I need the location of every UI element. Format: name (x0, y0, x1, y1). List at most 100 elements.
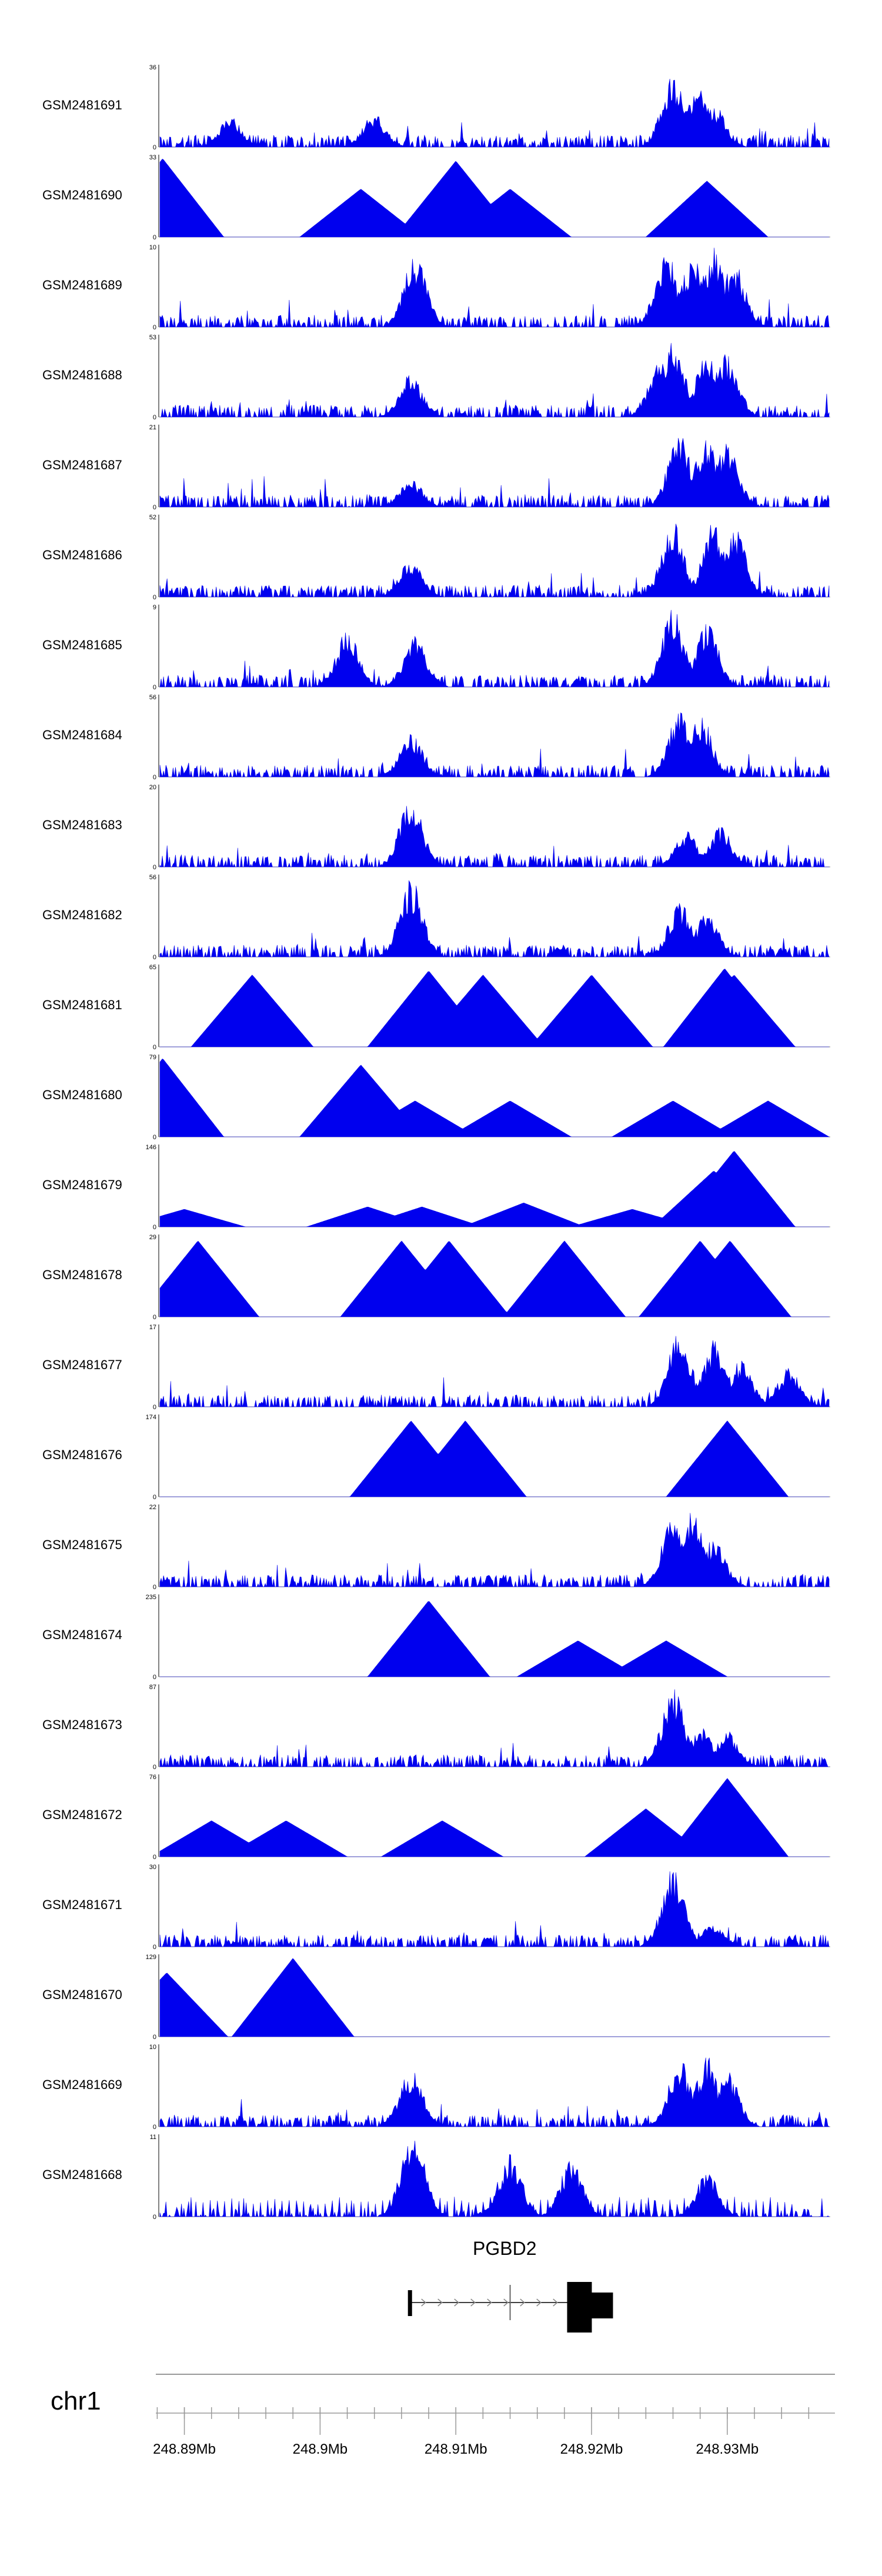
coverage-area (159, 610, 830, 688)
y-min-label: 0 (153, 1134, 156, 1141)
track-plot: 90 (153, 604, 830, 691)
y-min-label: 0 (153, 2214, 156, 2221)
track-label: GSM2481677 (42, 1357, 122, 1372)
exon-utr (590, 2293, 613, 2318)
strand-arrow (454, 2298, 459, 2307)
track-GSM2481686: GSM2481686 52 0 (0, 513, 882, 602)
strand-arrow (553, 2298, 558, 2307)
x-tick-label: 248.9Mb (293, 2441, 348, 2457)
y-min-label: 0 (153, 1314, 156, 1321)
y-max-label: 76 (149, 1774, 156, 1781)
coverage-area (159, 1059, 830, 1137)
track-GSM2481670: GSM2481670 129 0 (0, 1953, 882, 2041)
track-plot: 76 0 (149, 1774, 830, 1861)
coverage-area (159, 880, 830, 958)
y-min-label: 0 (153, 594, 156, 601)
strand-arrow (503, 2298, 509, 2307)
track-plot: 30 0 (149, 1864, 830, 1951)
track-plot: 22 0 (149, 1504, 830, 1591)
coverage-area (159, 806, 829, 868)
y-min-label: 0 (153, 684, 156, 691)
track-label: GSM2481689 (42, 278, 122, 292)
exon-1 (407, 2290, 412, 2316)
y-max-label: 129 (146, 1954, 156, 1961)
track-GSM2481680: GSM2481680 79 0 (0, 1053, 882, 1142)
track-plot: 235 0 (146, 1594, 830, 1681)
track-plot: 79 0 (149, 1054, 830, 1141)
coverage-area (159, 1513, 830, 1588)
track-plot: 53 0 (149, 334, 830, 421)
track-GSM2481687: GSM2481687 21 0 (0, 423, 882, 512)
track-label: GSM2481673 (42, 1717, 122, 1732)
track-label: GSM2481672 (42, 1807, 122, 1822)
gene-model-pgbd2 (407, 2282, 613, 2333)
track-plot: 87 0 (149, 1684, 830, 1771)
track-GSM2481677: GSM2481677 17 0 (0, 1323, 882, 1412)
track-plot: 29 0 (149, 1234, 830, 1321)
track-plot: 20 0 (149, 784, 830, 871)
y-max-label: 20 (149, 784, 156, 791)
y-max-label: 22 (149, 1504, 156, 1511)
coverage-area (159, 2140, 830, 2218)
coverage-area (159, 1778, 829, 1857)
track-plot: 65 0 (149, 964, 830, 1051)
track-plot: 33 0 (149, 154, 830, 241)
x-tick-label: 248.93Mb (696, 2441, 759, 2457)
track-GSM2481683: GSM2481683 20 0 (0, 783, 882, 872)
track-plot: 17 0 (149, 1324, 830, 1411)
track-label: GSM2481668 (42, 2167, 122, 2182)
y-max-label: 29 (149, 1234, 156, 1241)
coverage-area (159, 1958, 829, 2037)
y-max-label: 36 (149, 64, 156, 71)
strand-arrow (421, 2298, 426, 2307)
y-min-label: 0 (153, 1674, 156, 1681)
track-GSM2481688: GSM2481688 53 0 (0, 333, 882, 422)
track-GSM2481682: GSM2481682 56 0 (0, 873, 882, 962)
strand-arrow (536, 2298, 542, 2307)
track-label: GSM2481669 (42, 2077, 122, 2092)
coverage-area (159, 523, 830, 598)
coverage-area (160, 1601, 829, 1677)
y-min-label: 0 (153, 144, 156, 151)
y-min-label: 0 (153, 1224, 156, 1231)
x-tick-label: 248.92Mb (560, 2441, 623, 2457)
track-GSM2481674: GSM2481674 235 0 (0, 1593, 882, 1681)
y-max-label: 33 (149, 154, 156, 161)
y-max-label: 9 (153, 604, 156, 611)
track-plot: 56 0 (149, 694, 830, 781)
y-max-label: 52 (149, 514, 156, 521)
coverage-area (159, 248, 830, 328)
y-min-label: 0 (153, 1764, 156, 1771)
track-label: GSM2481687 (42, 458, 122, 472)
coverage-area (159, 159, 829, 238)
track-GSM2481669: GSM2481669 10 0 (0, 2043, 882, 2131)
y-max-label: 146 (146, 1144, 156, 1151)
track-GSM2481689: GSM2481689 10 0 (0, 243, 882, 332)
y-min-label: 0 (153, 1404, 156, 1411)
y-min-label: 0 (153, 774, 156, 781)
track-label: GSM2481686 (42, 548, 122, 562)
coverage-area (159, 1240, 829, 1317)
coverage-area (160, 1420, 829, 1497)
y-max-label: 30 (149, 1864, 156, 1871)
y-min-label: 0 (153, 504, 156, 511)
y-max-label: 87 (149, 1684, 156, 1691)
y-min-label: 0 (153, 1944, 156, 1951)
track-plot: 10 0 (149, 244, 830, 331)
chromosome-label: chr1 (51, 2387, 101, 2415)
track-GSM2481675: GSM2481675 22 0 (0, 1503, 882, 1591)
y-max-label: 235 (146, 1594, 156, 1601)
y-min-label: 0 (153, 1494, 156, 1501)
track-label: GSM2481684 (42, 728, 122, 742)
y-min-label: 0 (153, 864, 156, 871)
y-max-label: 17 (149, 1324, 156, 1331)
track-GSM2481690: GSM2481690 33 0 (0, 154, 882, 242)
track-label: GSM2481671 (42, 1897, 122, 1912)
track-GSM2481685: GSM2481685 9 0 (0, 603, 882, 692)
x-tick-label: 248.89Mb (153, 2441, 216, 2457)
coverage-area (159, 1689, 829, 1768)
y-max-label: 79 (149, 1054, 156, 1061)
strand-arrow (470, 2298, 476, 2307)
track-label: GSM2481670 (42, 1987, 122, 2002)
